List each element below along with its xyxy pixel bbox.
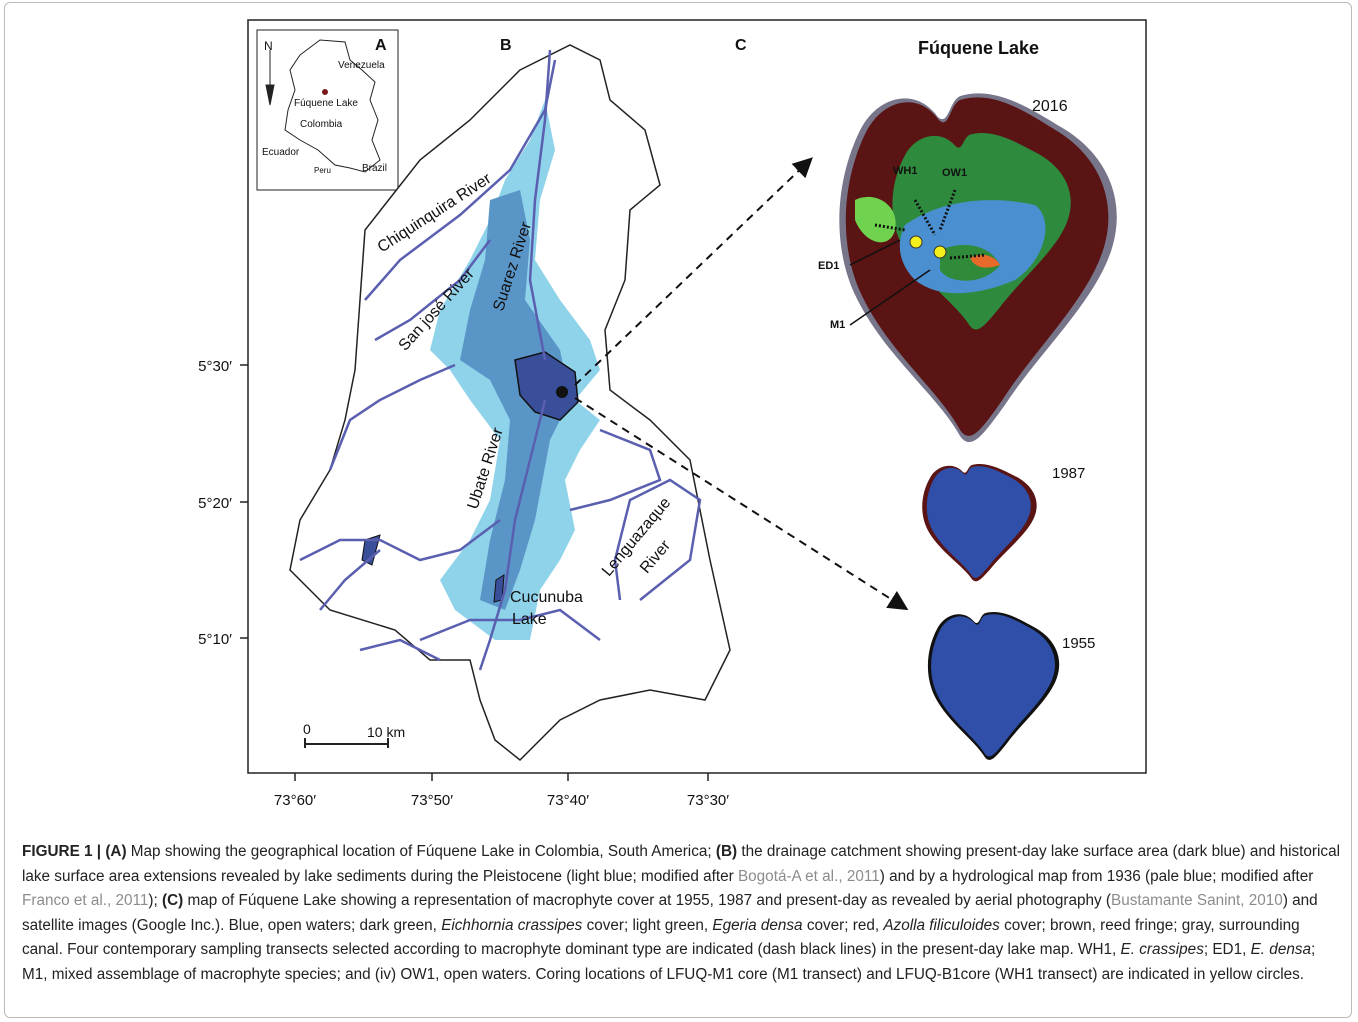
- transect-label: OW1: [942, 167, 967, 179]
- caption-segment: Map showing the geographical location of…: [127, 843, 716, 860]
- inset-label: Venezuela: [338, 60, 385, 71]
- caption-segment: cover; light green,: [582, 917, 712, 934]
- lake-label: Lake: [512, 611, 547, 628]
- figure-map: 5°30′ 5°20′ 5°10′ 73°60′ 73°50′ 73°40′ 7…: [0, 0, 1358, 830]
- transect-label: ED1: [818, 260, 839, 272]
- year-label: 1987: [1052, 465, 1085, 482]
- year-label: 2016: [1032, 98, 1068, 115]
- caption-segment: );: [148, 892, 162, 909]
- lake-label: Cucunuba: [510, 589, 583, 606]
- longitude-label: 73°30′: [687, 792, 729, 809]
- panel-label: C: [735, 37, 747, 54]
- page: {"panels": {"a": "A", "b": "B", "c": "C"…: [0, 0, 1358, 1022]
- lake-title: Fúquene Lake: [918, 38, 1039, 58]
- longitude-label: 73°40′: [547, 792, 589, 809]
- caption-segment: E. densa: [1251, 941, 1311, 958]
- inset-lake-dot: [322, 89, 328, 95]
- latitude-label: 5°10′: [198, 631, 232, 648]
- longitude-label: 73°50′: [411, 792, 453, 809]
- caption-segment: Azolla filiculoides: [883, 917, 999, 934]
- caption-segment: ) and by a hydrological map from 1936 (p…: [880, 868, 1314, 885]
- north-label: N: [264, 39, 273, 53]
- transect-label: M1: [830, 319, 845, 331]
- caption-segment: Bustamante Sanint, 2010: [1111, 892, 1283, 909]
- caption-segment: map of Fúquene Lake showing a representa…: [183, 892, 1111, 909]
- inset-label: Brazil: [362, 163, 387, 174]
- latitude-label: 5°30′: [198, 358, 232, 375]
- inset-label: Colombia: [300, 119, 343, 130]
- caption-segment: cover; red,: [803, 917, 884, 934]
- figure-caption: FIGURE 1 | (A) Map showing the geographi…: [22, 840, 1342, 988]
- caption-segment: Bogotá-A et al., 2011: [738, 868, 880, 885]
- caption-segment: ; ED1,: [1204, 941, 1251, 958]
- caption-segment: Egeria densa: [712, 917, 802, 934]
- caption-segment: (C): [162, 892, 183, 909]
- year-label: 1955: [1062, 635, 1095, 652]
- caption-segment: FIGURE 1 | (A): [22, 843, 127, 860]
- caption-segment: (B): [716, 843, 737, 860]
- scale-label: 0: [303, 721, 311, 737]
- caption-segment: Eichhornia crassipes: [441, 917, 582, 934]
- inset-label: Ecuador: [262, 147, 300, 158]
- panel-label: A: [375, 37, 387, 54]
- transect-label: WH1: [893, 165, 917, 177]
- inset-label: Fúquene Lake: [294, 98, 358, 109]
- caption-segment: E. crassipes: [1121, 941, 1204, 958]
- lake-point: [556, 386, 568, 398]
- longitude-label: 73°60′: [274, 792, 316, 809]
- scale-label: 10 km: [367, 724, 405, 740]
- caption-segment: Franco et al., 2011: [22, 892, 148, 909]
- inset-label: Peru: [314, 166, 331, 175]
- panel-label: B: [500, 37, 512, 54]
- latitude-label: 5°20′: [198, 495, 232, 512]
